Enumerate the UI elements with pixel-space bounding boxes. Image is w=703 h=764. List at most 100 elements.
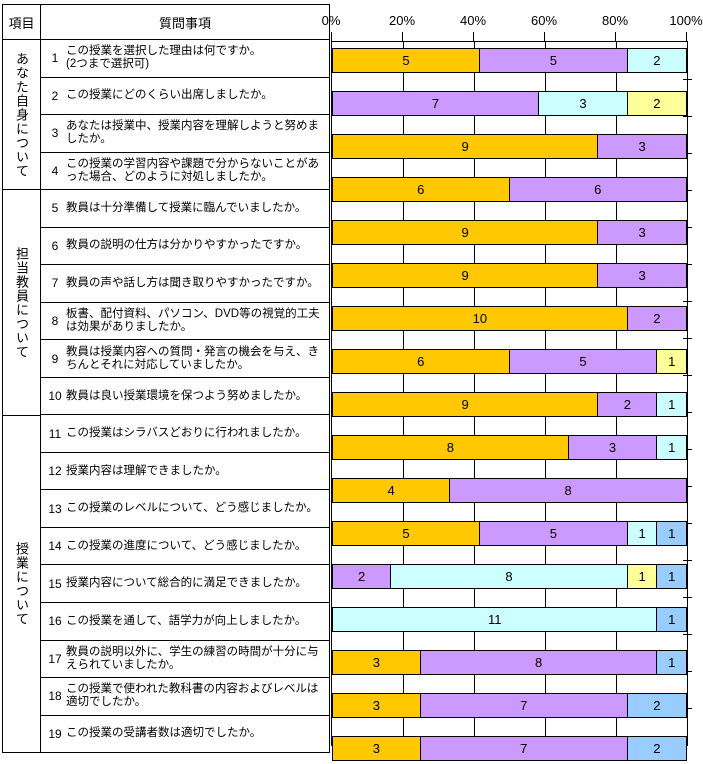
- bar-segment: 1: [627, 564, 658, 589]
- bar-segment: 9: [332, 134, 599, 159]
- table-header-row: 項目 質問事項: [3, 5, 329, 40]
- bar-segment: 5: [332, 521, 480, 546]
- question-text: この授業のレベルについて、どう感じましたか。: [66, 502, 318, 515]
- question-number: 18: [48, 689, 62, 704]
- bar-segment: 1: [657, 392, 687, 417]
- bar-segment: 6: [332, 177, 510, 202]
- section-label: 授業について: [14, 541, 29, 626]
- question-row: 1 この授業を選択した理由は何ですか。 (2つまで選択可): [41, 40, 329, 78]
- bar-segment: 3: [568, 435, 658, 460]
- value-axis-tick-mark: [686, 32, 687, 41]
- bar-segment: 7: [420, 693, 628, 718]
- category-axis-tick-mark: [683, 227, 692, 228]
- question-number: 3: [51, 126, 59, 141]
- bar-value-label: 1: [668, 397, 676, 412]
- bar-value-label: 1: [668, 440, 676, 455]
- bar-segment: 2: [627, 91, 687, 116]
- value-axis-tick-mark: [331, 32, 332, 41]
- bar-value-label: 2: [357, 569, 366, 584]
- bar-segment: 2: [627, 693, 687, 718]
- category-axis-tick-mark: [683, 264, 692, 265]
- category-axis-tick-mark: [683, 560, 692, 561]
- category-axis-tick-mark: [683, 190, 692, 191]
- value-axis-tick-label: 20%: [388, 13, 416, 28]
- bar-value-label: 2: [653, 96, 661, 111]
- bar-value-label: 8: [446, 440, 454, 455]
- bar-row: 10 2: [332, 306, 687, 343]
- section-cell: 授業について: [3, 416, 40, 752]
- question-text: この授業にどのくらい出席しましたか。: [66, 89, 273, 102]
- bar-value-label: 3: [638, 139, 646, 154]
- question-number: 16: [48, 614, 62, 629]
- question-row: 14 この授業の進度について、どう感じましたか。: [41, 528, 329, 566]
- bar-segment: 10: [332, 306, 628, 331]
- question-text: この授業を選択した理由は何ですか。 (2つまで選択可): [66, 45, 262, 71]
- question-row: 9 教員は授業内容への質問・発言の機会を与え、きちんとそれに対応していましたか。: [41, 340, 329, 378]
- question-table: 項目 質問事項 あなた自身について担当教員について授業について 1 この授業を選択…: [2, 4, 330, 753]
- question-number: 7: [51, 276, 59, 291]
- question-column-header: 質問事項: [158, 15, 211, 31]
- section-cell: 担当教員について: [3, 190, 40, 416]
- question-row: 11 この授業はシラバスどおりに行われましたか。: [41, 415, 329, 453]
- bar-segment: 1: [657, 564, 687, 589]
- question-number: 13: [48, 501, 62, 516]
- bar-value-label: 3: [372, 698, 380, 713]
- bar-segment: 2: [627, 306, 687, 331]
- section-label: あなた自身について: [14, 51, 29, 178]
- question-row: 15 授業内容について総合的に満足できましたか。: [41, 565, 329, 603]
- question-row: 6 教員の説明の仕方は分かりやすかったですか。: [41, 228, 329, 266]
- bar-segment: 5: [479, 521, 628, 546]
- question-row: 8 板書、配付資料、パソコン、DVD等の視覚的工夫は効果がありましたか。: [41, 303, 329, 341]
- section-column: あなた自身について担当教員について授業について: [3, 40, 41, 752]
- bar-value-label: 1: [668, 526, 676, 541]
- bar-value-label: 1: [668, 612, 676, 627]
- value-axis-tick-mark: [544, 32, 545, 41]
- bar-value-label: 5: [402, 526, 410, 541]
- stacked-bar: 8 3 1: [332, 435, 687, 460]
- stacked-bar: 3 8 1: [332, 650, 687, 675]
- category-axis-tick-mark: [683, 671, 692, 672]
- question-number: 9: [51, 351, 59, 366]
- bar-row: 8 3 1: [332, 435, 687, 472]
- bar-segment: 9: [332, 392, 599, 417]
- bar-segment: 1: [657, 349, 687, 374]
- bar-value-label: 9: [461, 268, 469, 283]
- question-row: 5 教員は十分準備して授業に臨んでいましたか。: [41, 190, 329, 228]
- bar-value-label: 5: [549, 53, 557, 68]
- bar-segment: 3: [598, 220, 687, 245]
- question-text: 授業内容は理解できましたか。: [66, 464, 227, 477]
- bar-value-label: 10: [472, 311, 488, 326]
- bar-row: 2 8 1 1: [332, 564, 687, 601]
- bar-value-label: 4: [387, 483, 395, 498]
- question-row: 17 教員の説明以外に、学生の練習の時間が十分に与えられていましたか。: [41, 641, 329, 679]
- stacked-bar: 5 5 1 1: [332, 521, 687, 546]
- question-row: 12 授業内容は理解できましたか。: [41, 453, 329, 491]
- category-axis-tick-mark: [683, 634, 692, 635]
- question-row: 10 教員は良い授業環境を保つよう努めましたか。: [41, 378, 329, 416]
- bar-segment: 3: [332, 650, 421, 675]
- plot-area: 5 5 2 7 3 2 9 3 6 6 9 3 9 3 10 2 6 5 1 9 2 1 8 3 1 4 8 5 5 1 1 2 8 1 1 11 1 3…: [331, 41, 692, 761]
- bar-segment: 1: [657, 435, 687, 460]
- category-axis-tick-mark: [683, 301, 692, 302]
- bar-value-label: 1: [638, 526, 646, 541]
- bar-value-label: 2: [653, 698, 661, 713]
- question-number: 14: [48, 539, 62, 554]
- bar-value-label: 1: [638, 569, 646, 584]
- bar-row: 3 8 1: [332, 650, 687, 687]
- stacked-bar-chart: 0% 20% 40% 60% 80% 100% 5 5 2 7 3 2 9 3 6 6 9 3 9 3 10 2 6 5 1 9…: [322, 0, 703, 764]
- question-rows: 1 この授業を選択した理由は何ですか。 (2つまで選択可) 2 この授業にどのくらい出…: [41, 40, 329, 752]
- bar-row: 6 5 1: [332, 349, 687, 386]
- bar-segment: 2: [627, 48, 687, 73]
- bar-value-label: 3: [579, 96, 587, 111]
- bar-value-label: 2: [623, 397, 631, 412]
